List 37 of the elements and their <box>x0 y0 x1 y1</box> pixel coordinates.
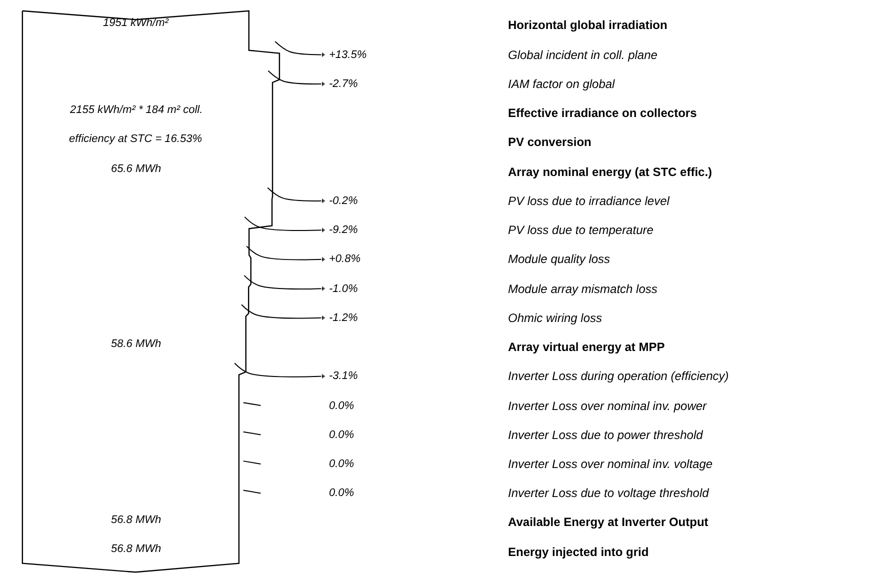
category-label: Array nominal energy (at STC effic.) <box>508 165 712 179</box>
data-label: -3.1% <box>329 370 358 382</box>
data-label: efficiency at STC = 16.53% <box>69 133 202 145</box>
data-label: 0.0% <box>329 400 354 412</box>
category-label: Inverter Loss over nominal inv. voltage <box>508 457 713 471</box>
category-label: PV loss due to irradiance level <box>508 194 670 208</box>
category-label: Horizontal global irradiation <box>508 18 668 32</box>
category-label: Array virtual energy at MPP <box>508 340 665 354</box>
category-label: Effective irradiance on collectors <box>508 106 698 120</box>
category-label: Inverter Loss due to power threshold <box>508 428 704 442</box>
data-label: 2155 kWh/m² * 184 m² coll. <box>69 104 203 116</box>
category-label: IAM factor on global <box>508 77 616 91</box>
data-label: 0.0% <box>329 429 354 441</box>
category-label: Available Energy at Inverter Output <box>508 515 708 529</box>
data-label: 56.8 MWh <box>111 514 162 526</box>
category-label: Inverter Loss due to voltage threshold <box>508 486 710 500</box>
category-label: Inverter Loss during operation (efficiency) <box>508 369 729 383</box>
data-label: -1.0% <box>329 283 358 295</box>
data-label: -9.2% <box>329 224 358 236</box>
category-label: Energy injected into grid <box>508 545 649 559</box>
data-label: +13.5% <box>329 49 367 61</box>
category-label: PV conversion <box>508 135 592 149</box>
category-label: Module quality loss <box>508 252 610 266</box>
data-label: -2.7% <box>329 78 358 90</box>
data-label: +0.8% <box>329 253 361 265</box>
category-label: Ohmic wiring loss <box>508 311 602 325</box>
data-label: 65.6 MWh <box>111 163 162 175</box>
category-label: Global incident in coll. plane <box>508 48 658 62</box>
data-label: 58.6 MWh <box>111 338 162 350</box>
category-label: PV loss due to temperature <box>508 223 654 237</box>
data-label: 0.0% <box>329 487 354 499</box>
data-label: -1.2% <box>329 312 358 324</box>
data-label: -0.2% <box>329 195 358 207</box>
category-label: Module array mismatch loss <box>508 282 658 296</box>
data-label: 56.8 MWh <box>111 543 162 555</box>
category-label: Inverter Loss over nominal inv. power <box>508 399 708 413</box>
data-label: 0.0% <box>329 458 354 470</box>
